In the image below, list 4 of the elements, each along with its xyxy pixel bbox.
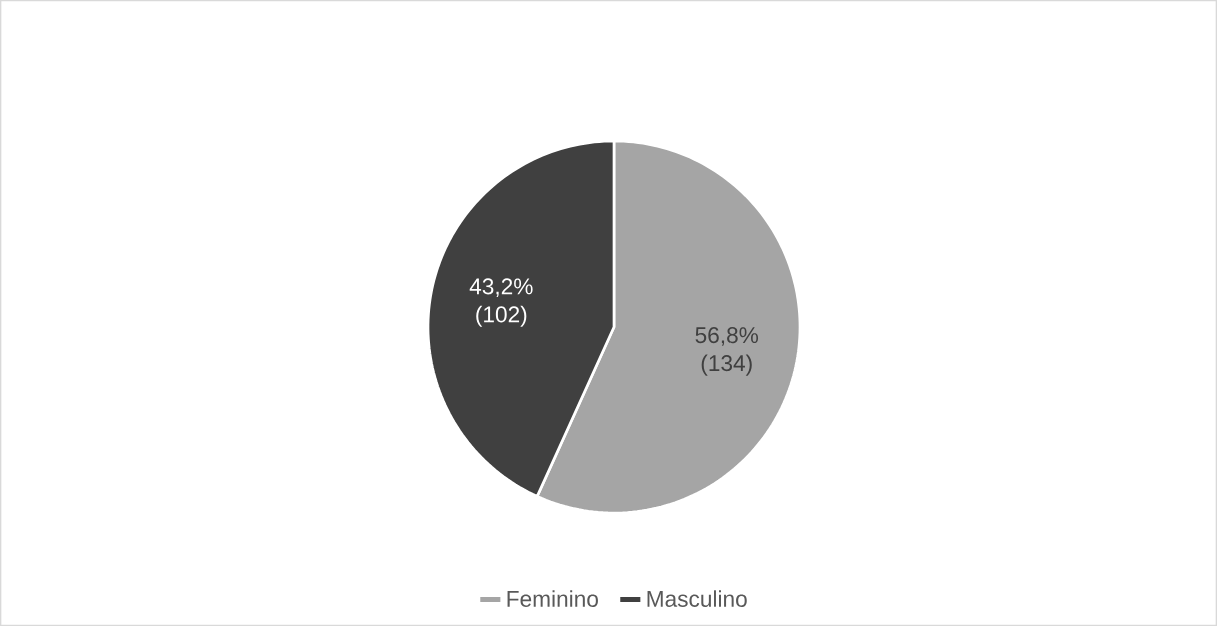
legend-label: Feminino — [507, 590, 598, 607]
legend-label: Masculino — [647, 590, 747, 607]
data-label: 56,8% (134) — [695, 327, 759, 376]
data-label: 43,2% (102) — [469, 278, 533, 327]
